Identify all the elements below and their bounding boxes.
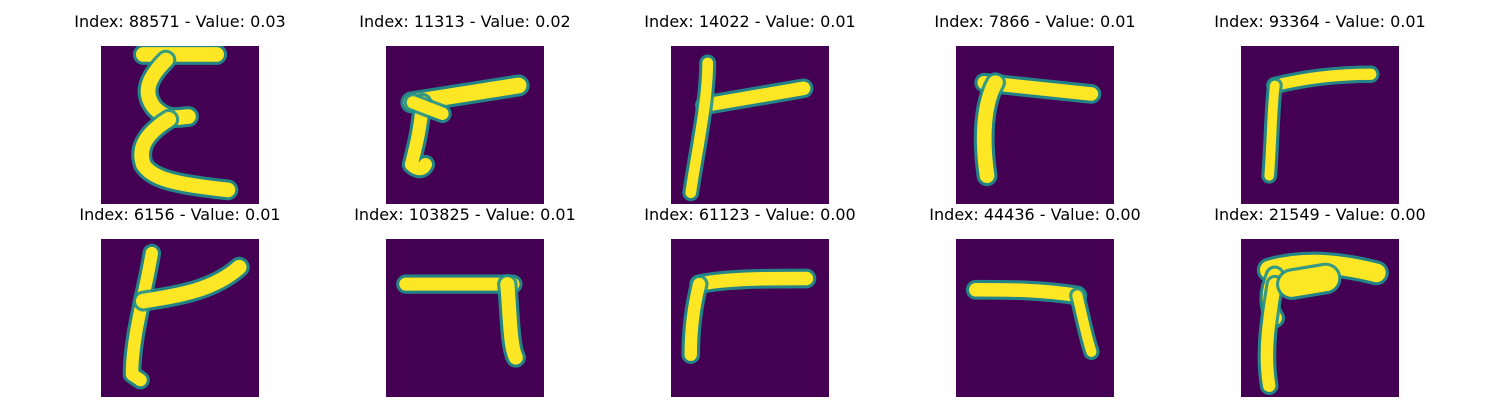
stroke-core <box>134 112 236 198</box>
panel-title: Index: 93364 - Value: 0.01 <box>1214 12 1426 31</box>
digit-image <box>386 46 544 204</box>
digit-fork <box>101 239 259 397</box>
panel-61123: Index: 61123 - Value: 0.00 <box>605 205 895 397</box>
stroke-core <box>692 271 814 291</box>
panel-103825: Index: 103825 - Value: 0.01 <box>320 205 610 397</box>
panel-7866: Index: 7866 - Value: 0.01 <box>890 12 1180 204</box>
stroke-core <box>698 81 811 113</box>
digit-image <box>1241 239 1399 397</box>
digit-image <box>956 46 1114 204</box>
panel-title: Index: 61123 - Value: 0.00 <box>644 205 856 224</box>
stroke-core <box>684 277 706 361</box>
digit-seven-thin <box>956 239 1114 397</box>
stroke-core <box>968 283 1085 303</box>
panel-6156: Index: 6156 - Value: 0.01 <box>35 205 325 397</box>
digit-gamma-small <box>671 239 829 397</box>
panel-44436: Index: 44436 - Value: 0.00 <box>890 205 1180 397</box>
stroke-core <box>685 57 714 199</box>
digit-hook-left <box>386 46 544 204</box>
panel-title: Index: 44436 - Value: 0.00 <box>929 205 1141 224</box>
stroke-core <box>406 96 449 120</box>
panel-14022: Index: 14022 - Value: 0.01 <box>605 12 895 204</box>
digit-T-left <box>671 46 829 204</box>
digit-image <box>386 239 544 397</box>
digit-image <box>671 46 829 204</box>
image-background <box>386 46 544 204</box>
panel-93364: Index: 93364 - Value: 0.01 <box>1175 12 1465 204</box>
digit-image <box>101 46 259 204</box>
panel-title: Index: 88571 - Value: 0.03 <box>74 12 286 31</box>
panel-title: Index: 7866 - Value: 0.01 <box>934 12 1136 31</box>
stroke-core <box>1260 277 1282 392</box>
digit-image <box>671 239 829 397</box>
panel-title: Index: 103825 - Value: 0.01 <box>354 205 576 224</box>
stroke-core <box>1279 265 1339 297</box>
digit-E <box>101 46 259 204</box>
stroke-core <box>1072 290 1097 357</box>
panel-title: Index: 14022 - Value: 0.01 <box>644 12 856 31</box>
stroke-core <box>125 246 158 387</box>
digit-image <box>956 239 1114 397</box>
image-background <box>386 239 544 397</box>
digit-gamma-thin <box>1241 46 1399 204</box>
digit-gamma <box>956 46 1114 204</box>
panel-88571: Index: 88571 - Value: 0.03 <box>35 12 325 204</box>
stroke-core <box>135 259 247 309</box>
stroke-core <box>1264 80 1280 181</box>
digit-image <box>101 239 259 397</box>
stroke-core <box>976 75 1003 184</box>
stroke-core <box>404 95 432 176</box>
panel-title: Index: 21549 - Value: 0.00 <box>1214 205 1426 224</box>
digit-image <box>1241 46 1399 204</box>
panel-title: Index: 11313 - Value: 0.02 <box>359 12 571 31</box>
digit-blob-gamma <box>1241 239 1399 397</box>
panel-11313: Index: 11313 - Value: 0.02 <box>320 12 610 204</box>
panel-21549: Index: 21549 - Value: 0.00 <box>1175 205 1465 397</box>
stroke-core <box>140 52 196 125</box>
digit-seven <box>386 239 544 397</box>
panel-title: Index: 6156 - Value: 0.01 <box>79 205 281 224</box>
stroke-core <box>500 277 523 365</box>
